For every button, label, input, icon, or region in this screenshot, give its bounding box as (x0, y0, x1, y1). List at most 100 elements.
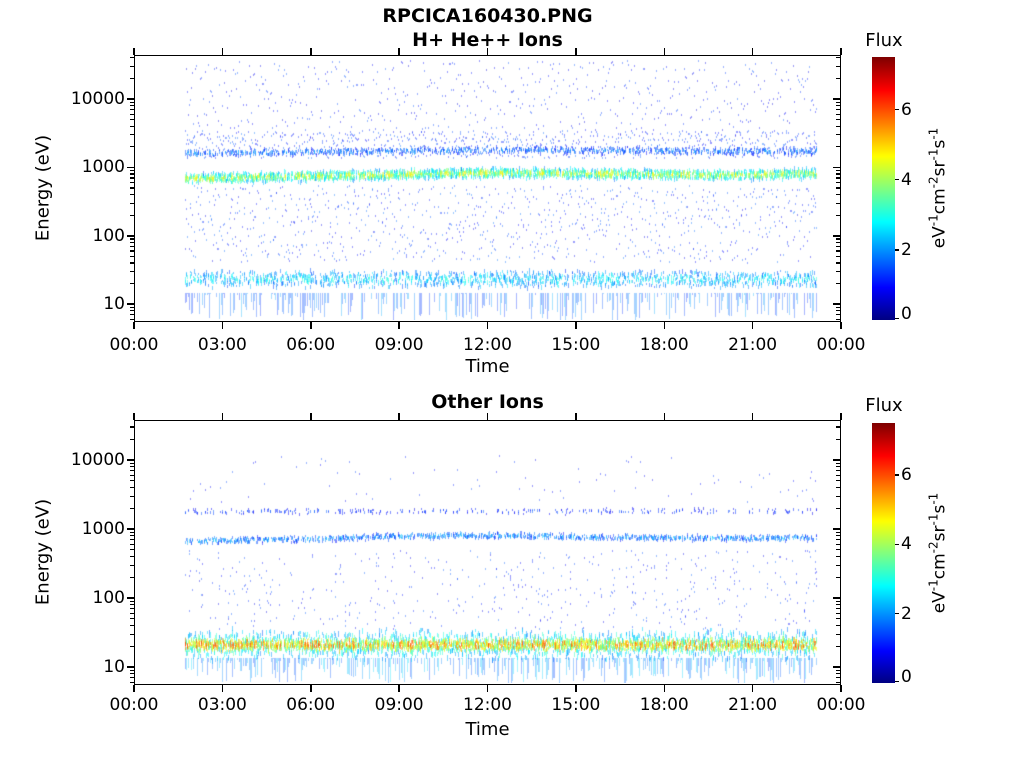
y-axis-tick-label: 100 (92, 588, 125, 609)
tick-mark (130, 255, 134, 257)
tick-mark (835, 438, 840, 440)
tick-mark (130, 173, 134, 175)
tick-mark (133, 413, 135, 420)
tick-mark (835, 318, 840, 320)
tick-mark (895, 680, 899, 683)
tick-mark (832, 235, 840, 237)
tick-mark (130, 669, 134, 671)
tick-mark (835, 109, 840, 111)
tick-mark (895, 474, 899, 476)
tick-mark (130, 645, 134, 647)
tick-mark (127, 303, 134, 305)
tick-mark (895, 543, 899, 546)
x-axis-tick-label: 18:00 (639, 335, 689, 355)
tick-mark (130, 182, 134, 184)
panel2-plot-area (134, 420, 841, 685)
y-axis-tick-label: 10 (103, 294, 125, 315)
tick-mark (840, 413, 842, 420)
tick-mark (130, 306, 134, 308)
tick-mark (751, 322, 754, 329)
unit-exponent: -1 (926, 214, 941, 227)
x-axis-tick-label: 03:00 (197, 695, 247, 715)
tick-mark (130, 486, 134, 489)
tick-mark (751, 48, 754, 55)
tick-mark (130, 318, 134, 320)
tick-mark (751, 685, 754, 692)
tick-mark (130, 539, 134, 541)
tick-mark (133, 322, 135, 329)
tick-mark (130, 426, 134, 428)
tick-mark (835, 101, 840, 103)
tick-mark (130, 576, 134, 578)
tick-mark (663, 685, 665, 692)
tick-mark (835, 194, 840, 196)
tick-mark (575, 48, 577, 55)
x-axis-tick-label: 00:00 (816, 695, 866, 715)
tick-mark (130, 310, 134, 312)
panel1-title: H+ He++ Ions (412, 29, 563, 51)
tick-mark (835, 495, 840, 497)
x-axis-tick-label: 03:00 (197, 335, 247, 355)
tick-mark (130, 604, 134, 606)
tick-mark (835, 169, 840, 172)
figure-title: RPCICA160430.PNG (382, 5, 593, 27)
tick-mark (127, 98, 134, 100)
tick-mark (835, 314, 840, 316)
panel1-y-axis-label: Energy (eV) (32, 134, 54, 242)
colorbar-tick-label: 6 (901, 99, 912, 120)
tick-mark (130, 125, 134, 127)
colorbar-tick-label: 4 (901, 534, 912, 555)
tick-mark (835, 77, 840, 79)
tick-mark (130, 564, 134, 566)
tick-mark (835, 462, 840, 464)
tick-mark (840, 48, 842, 55)
tick-mark (130, 146, 134, 148)
tick-mark (835, 306, 840, 308)
unit-exponent: -1 (926, 492, 941, 505)
tick-mark (130, 466, 134, 468)
tick-mark (835, 146, 840, 148)
colorbar-tick-label: 0 (901, 667, 912, 687)
colorbar-tick-label: 2 (901, 239, 912, 260)
panel2-colorbar-unit-label: eV-1cm-2sr-1s-1 (927, 493, 950, 614)
tick-mark (832, 459, 840, 461)
tick-mark (127, 666, 134, 668)
tick-mark (835, 600, 840, 602)
tick-mark (398, 685, 400, 692)
tick-mark (130, 119, 134, 121)
tick-mark (130, 134, 134, 136)
tick-mark (221, 685, 224, 692)
tick-mark (310, 685, 312, 692)
tick-mark (832, 597, 840, 599)
tick-mark (130, 241, 134, 244)
tick-mark (130, 105, 134, 107)
panel2-y-axis-label: Energy (eV) (32, 498, 54, 606)
tick-mark (835, 604, 840, 606)
x-axis-tick-label: 00:00 (109, 695, 159, 715)
tick-mark (835, 531, 840, 533)
y-axis-tick-label: 100 (92, 225, 125, 246)
tick-mark (130, 438, 134, 440)
panel2-title: Other Ions (431, 391, 544, 413)
x-axis-tick-label: 15:00 (551, 695, 601, 715)
unit-exponent: -1 (926, 579, 941, 592)
tick-mark (835, 125, 840, 127)
tick-mark (130, 187, 134, 189)
panel1-colorbar-title: Flux (865, 30, 903, 51)
tick-mark (130, 507, 134, 509)
panel1-plot-area (134, 55, 841, 322)
tick-mark (130, 677, 134, 679)
tick-mark (832, 666, 840, 668)
tick-mark (221, 413, 224, 420)
tick-mark (486, 48, 489, 55)
tick-mark (895, 178, 899, 181)
tick-mark (398, 48, 400, 55)
tick-mark (130, 600, 134, 602)
tick-mark (575, 322, 577, 329)
tick-mark (130, 474, 134, 476)
tick-mark (127, 459, 134, 461)
tick-mark (130, 608, 134, 610)
tick-mark (130, 555, 134, 558)
x-axis-tick-label: 00:00 (816, 335, 866, 355)
tick-mark (127, 166, 134, 169)
